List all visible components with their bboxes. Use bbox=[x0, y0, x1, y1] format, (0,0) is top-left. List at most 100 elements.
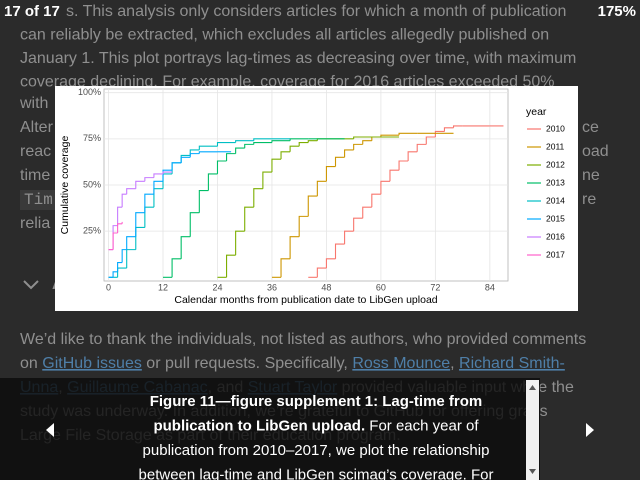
article-fragment: re bbox=[582, 191, 596, 208]
x-axis-title: Calendar months from publication date to… bbox=[174, 294, 437, 306]
step-segment bbox=[353, 136, 381, 139]
step-segment bbox=[198, 189, 209, 213]
caption-line: publication to LibGen upload. For each y… bbox=[153, 417, 479, 434]
link[interactable]: Ross Mounce bbox=[352, 355, 450, 372]
step-segment bbox=[253, 188, 263, 208]
x-tick-label: 84 bbox=[485, 282, 495, 292]
legend-title: year bbox=[526, 106, 547, 118]
caption: Figure 11—figure supplement 1: Lag-time … bbox=[139, 393, 494, 480]
collapse-chevron[interactable] bbox=[23, 280, 39, 290]
link[interactable]: GitHub issues bbox=[42, 355, 142, 372]
text-run: , bbox=[450, 355, 459, 372]
caption-line: publication from 2010–2017, we plot the … bbox=[143, 442, 490, 459]
step-segment bbox=[198, 145, 218, 150]
step-segment bbox=[126, 188, 136, 195]
step-segment bbox=[144, 193, 154, 213]
step-segment bbox=[216, 141, 236, 147]
article-line: can reliably be extracted, which exclude… bbox=[20, 27, 549, 44]
step-segment bbox=[153, 180, 164, 195]
caption-run: between lag-time and LibGen scimag’s cov… bbox=[139, 466, 494, 480]
step-segment bbox=[189, 153, 200, 158]
y-tick-label: 25% bbox=[83, 226, 101, 236]
x-tick-label: 60 bbox=[376, 282, 386, 292]
step-segment bbox=[271, 140, 291, 143]
slide-counter: 17 of 17 bbox=[4, 3, 60, 20]
step-segment bbox=[316, 180, 327, 197]
x-tick-label: 48 bbox=[321, 282, 331, 292]
step-segment bbox=[235, 230, 245, 256]
legend-label: 2016 bbox=[546, 231, 565, 241]
article-line: s. This analysis only considers articles… bbox=[66, 3, 566, 20]
caption-run: Figure 11—figure supplement 1: Lag-time … bbox=[150, 393, 483, 410]
step-segment bbox=[235, 147, 245, 154]
step-segment bbox=[353, 217, 363, 232]
step-segment bbox=[280, 151, 291, 160]
step-segment bbox=[162, 169, 173, 182]
scrollbar[interactable] bbox=[526, 380, 539, 480]
step-segment bbox=[271, 158, 282, 173]
article-fragment: relia bbox=[20, 215, 50, 232]
step-segment bbox=[334, 156, 345, 167]
text-run: We’d like to thank the individuals, not … bbox=[20, 331, 586, 348]
step-segment bbox=[298, 215, 309, 237]
step-segment bbox=[425, 136, 436, 145]
article-fragment: time bbox=[20, 167, 50, 184]
step-segment bbox=[226, 153, 236, 161]
counter-bg bbox=[0, 0, 66, 24]
article-line: January 1. This plot portrays lag-times … bbox=[20, 50, 576, 67]
step-segment bbox=[171, 258, 182, 278]
step-segment bbox=[253, 138, 272, 141]
step-segment bbox=[407, 151, 418, 161]
step-segment bbox=[334, 243, 345, 259]
article-fragment: reac bbox=[20, 143, 51, 160]
step-segment bbox=[112, 232, 118, 250]
article-fragment: Tim bbox=[24, 191, 53, 209]
step-segment bbox=[371, 193, 381, 208]
caption-line: Figure 11—figure supplement 1: Lag-time … bbox=[150, 393, 483, 410]
x-tick-label: 0 bbox=[106, 282, 111, 292]
ack-line: on GitHub issues or pull requests. Speci… bbox=[20, 355, 565, 372]
y-axis-title: Cumulative coverage bbox=[59, 136, 71, 235]
x-tick-label: 72 bbox=[430, 282, 440, 292]
article-fragment: Alter bbox=[20, 119, 54, 136]
link[interactable]: Richard Smith- bbox=[459, 355, 565, 372]
step-segment bbox=[189, 212, 200, 237]
article-fragment: ne bbox=[582, 167, 600, 184]
step-segment bbox=[452, 125, 463, 128]
legend-label: 2015 bbox=[546, 213, 565, 223]
step-segment bbox=[289, 145, 300, 152]
step-segment bbox=[162, 171, 173, 174]
legend-label: 2012 bbox=[546, 159, 565, 169]
step-segment bbox=[362, 140, 372, 145]
scroll-down[interactable] bbox=[529, 469, 536, 474]
x-tick-label: 12 bbox=[158, 282, 168, 292]
step-segment bbox=[135, 212, 145, 237]
step-segment bbox=[226, 254, 236, 278]
step-segment bbox=[280, 258, 291, 278]
next-button[interactable] bbox=[586, 423, 594, 437]
zoom-level[interactable]: 175% bbox=[598, 3, 636, 20]
step-segment bbox=[121, 249, 127, 263]
legend-label: 2017 bbox=[546, 249, 565, 259]
step-segment bbox=[117, 261, 123, 272]
article-fragment: with bbox=[19, 95, 48, 112]
step-segment bbox=[135, 180, 145, 189]
step-segment bbox=[121, 193, 127, 208]
step-segment bbox=[207, 173, 218, 191]
step-segment bbox=[117, 206, 123, 226]
legend-label: 2013 bbox=[546, 177, 565, 187]
scroll-up[interactable] bbox=[529, 385, 536, 390]
step-segment bbox=[235, 140, 254, 143]
step-segment bbox=[298, 141, 309, 147]
x-tick-label: 36 bbox=[267, 282, 277, 292]
step-segment bbox=[244, 143, 254, 149]
step-segment bbox=[253, 141, 272, 145]
ack-line: We’d like to thank the individuals, not … bbox=[20, 331, 586, 348]
prev-button[interactable] bbox=[46, 423, 54, 437]
y-tick-label: 75% bbox=[83, 133, 101, 143]
step-segment bbox=[344, 230, 354, 245]
caption-run: publication from 2010–2017, we plot the … bbox=[143, 442, 490, 459]
step-segment bbox=[153, 173, 164, 178]
step-segment bbox=[117, 223, 123, 233]
step-segment bbox=[216, 160, 227, 174]
